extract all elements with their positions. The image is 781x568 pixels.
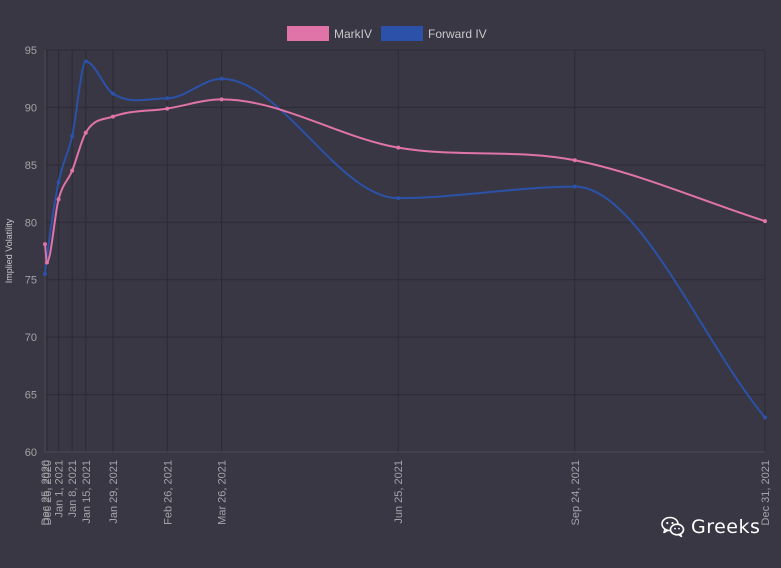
legend-swatch-markiv <box>287 26 329 41</box>
x-tick-label: Jan 8, 2021 <box>67 460 79 518</box>
data-point-forward-iv <box>110 91 115 96</box>
series-line-markiv <box>44 98 766 264</box>
legend-label-forward-iv: Forward IV <box>428 27 487 41</box>
y-tick-label: 80 <box>25 217 37 229</box>
data-point-markiv <box>56 197 61 202</box>
y-tick-label: 60 <box>25 447 37 459</box>
x-tick-label: Jan 29, 2021 <box>108 460 120 524</box>
data-point-forward-iv <box>43 271 47 276</box>
data-point-markiv <box>165 106 170 111</box>
x-tick-label: Jun 25, 2021 <box>393 460 405 524</box>
data-point-forward-iv <box>83 59 88 64</box>
y-tick-label: 75 <box>25 275 37 287</box>
watermark: Greeks <box>661 516 760 538</box>
legend-swatch-forward-iv <box>381 26 423 41</box>
legend-label-markiv: MarkIV <box>334 27 372 41</box>
data-point-markiv <box>70 168 75 173</box>
data-point-forward-iv <box>396 196 401 201</box>
y-tick-label: 65 <box>25 390 37 402</box>
x-tick-label: Jan 15, 2021 <box>81 460 93 524</box>
data-point-markiv <box>43 242 47 247</box>
y-tick-label: 70 <box>25 332 37 344</box>
y-tick-label: 95 <box>25 45 37 57</box>
data-point-markiv <box>83 130 88 135</box>
wechat-icon <box>661 516 685 538</box>
x-tick-label: Dec 25, 2020 <box>40 460 52 525</box>
data-point-markiv <box>763 219 767 224</box>
data-point-markiv <box>219 97 224 102</box>
data-point-markiv <box>572 158 577 163</box>
y-tick-label: 85 <box>25 160 37 172</box>
data-point-markiv <box>396 145 401 150</box>
x-tick-label: Mar 26, 2021 <box>217 460 229 525</box>
series-line-forward-iv <box>44 60 766 419</box>
data-point-forward-iv <box>70 134 75 139</box>
x-tick-label: Dec 26, 2020 <box>42 460 54 525</box>
data-point-forward-iv <box>56 180 61 185</box>
x-tick-label: Sep 24, 2021 <box>570 460 582 525</box>
data-point-forward-iv <box>763 415 767 420</box>
x-tick-label: Feb 26, 2021 <box>162 460 174 525</box>
data-point-forward-iv <box>572 184 577 189</box>
y-tick-label: 90 <box>25 102 37 114</box>
x-tick-label: Dec 31, 2021 <box>760 460 772 525</box>
x-tick-label: Jan 1, 2021 <box>54 460 66 518</box>
data-point-markiv <box>110 114 115 119</box>
data-point-forward-iv <box>165 96 170 101</box>
watermark-text: Greeks <box>691 516 761 538</box>
data-point-markiv <box>44 260 49 265</box>
data-point-forward-iv <box>219 76 224 81</box>
y-axis-title: Implied Volatility <box>4 218 14 283</box>
